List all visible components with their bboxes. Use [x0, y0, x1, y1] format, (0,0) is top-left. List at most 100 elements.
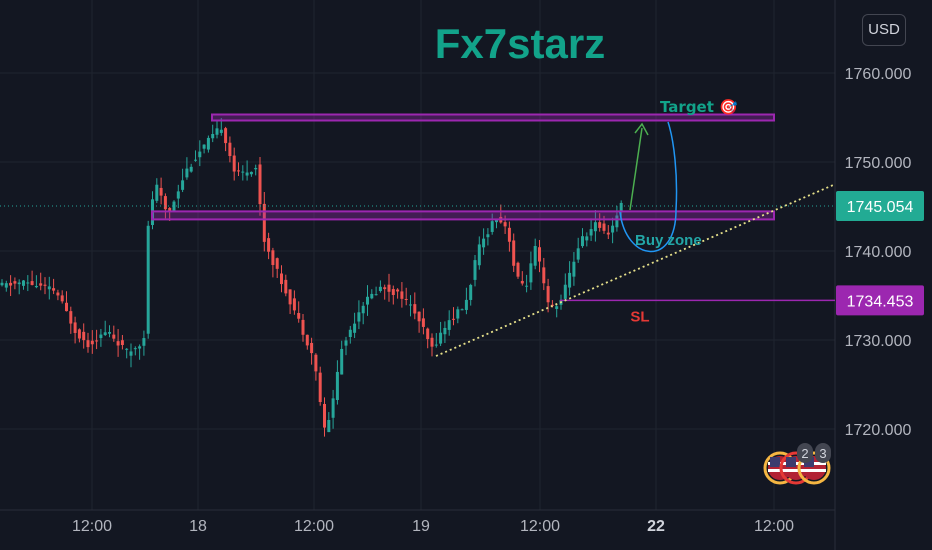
candle-body-31 — [133, 348, 137, 350]
candle-body-32 — [138, 346, 142, 349]
candle-12 — [52, 278, 56, 295]
candle-1 — [4, 280, 8, 292]
resistance-zone-top — [211, 113, 775, 122]
candle-body-11 — [47, 286, 51, 290]
candle-121 — [520, 271, 524, 286]
candle-body-56 — [241, 171, 245, 173]
stop-loss-price-label: 1734.453 — [847, 293, 914, 310]
candle-105 — [452, 307, 455, 326]
candle-body-78 — [335, 371, 339, 400]
candle-47 — [202, 144, 206, 154]
candle-97 — [417, 311, 421, 333]
candle-body-101 — [434, 344, 438, 346]
candle-119 — [512, 233, 516, 272]
candle-body-92 — [396, 289, 400, 292]
y-tick-label-2: 1740.000 — [845, 244, 912, 261]
candle-body-112 — [482, 238, 486, 248]
candle-103 — [443, 321, 447, 343]
candle-125 — [538, 239, 541, 273]
x-tick-label-3: 19 — [412, 518, 430, 535]
candle-body-102 — [439, 332, 443, 344]
candle-body-63 — [271, 250, 275, 266]
candle-53 — [228, 136, 232, 163]
svg-text:3: 3 — [819, 446, 826, 461]
candle-body-0 — [0, 282, 4, 286]
candle-14 — [60, 290, 64, 304]
currency-button[interactable]: USD — [862, 14, 906, 46]
candle-body-69 — [297, 313, 301, 319]
candle-body-12 — [52, 288, 56, 291]
candle-body-136 — [585, 236, 589, 241]
candle-body-138 — [593, 222, 597, 232]
candle-body-68 — [292, 298, 296, 311]
candle-body-42 — [181, 180, 185, 190]
candle-body-34 — [146, 225, 150, 334]
candle-body-90 — [387, 284, 391, 292]
candle-129 — [555, 303, 559, 318]
candle-body-53 — [228, 142, 232, 157]
candle-body-25 — [108, 332, 111, 334]
candle-69 — [297, 301, 301, 323]
candle-body-77 — [331, 398, 335, 418]
candle-5 — [22, 279, 25, 290]
candle-body-124 — [533, 246, 537, 266]
candle-108 — [464, 287, 468, 315]
candle-body-125 — [538, 247, 541, 262]
candle-98 — [421, 308, 425, 335]
candle-22 — [95, 329, 99, 350]
candle-body-65 — [280, 273, 283, 285]
x-tick-label-6: 12:00 — [754, 518, 794, 535]
candle-body-105 — [452, 318, 455, 320]
candle-131 — [563, 273, 567, 300]
candle-100 — [430, 333, 434, 357]
candle-109 — [469, 283, 473, 306]
chart-title: Fx7starz — [435, 20, 605, 67]
candle-111 — [477, 236, 481, 270]
candle-33 — [142, 330, 146, 356]
candle-body-137 — [589, 229, 593, 236]
candle-127 — [546, 278, 550, 313]
candle-126 — [542, 257, 546, 291]
ascending-trendline — [435, 183, 836, 357]
candle-122 — [525, 274, 529, 293]
candle-body-98 — [421, 318, 425, 327]
candle-body-70 — [301, 319, 305, 335]
candle-7 — [30, 270, 34, 286]
candle-body-83 — [357, 312, 361, 322]
candle-120 — [516, 261, 520, 279]
candle-55 — [237, 162, 240, 176]
candle-body-123 — [529, 263, 533, 283]
candle-135 — [581, 228, 584, 248]
candle-50 — [215, 121, 219, 139]
candle-body-114 — [490, 221, 494, 232]
x-tick-label-2: 12:00 — [294, 518, 334, 535]
candle-body-93 — [400, 291, 404, 299]
candle-body-76 — [327, 419, 331, 433]
candle-body-16 — [69, 311, 73, 324]
candle-body-84 — [361, 305, 365, 314]
candle-body-27 — [116, 341, 120, 346]
candle-73 — [314, 353, 318, 381]
candle-27 — [116, 329, 120, 357]
candle-93 — [400, 282, 404, 308]
candle-body-107 — [460, 309, 464, 311]
x-tick-label-0: 12:00 — [72, 518, 112, 535]
candle-74 — [318, 366, 322, 406]
candle-32 — [138, 344, 142, 360]
candle-body-28 — [120, 340, 124, 345]
candle-body-115 — [495, 219, 498, 223]
candle-138 — [593, 209, 597, 242]
event-badges[interactable]: 2 3 — [762, 440, 832, 492]
candle-52 — [224, 126, 228, 152]
candle-body-96 — [413, 304, 417, 314]
candle-134 — [576, 237, 580, 263]
candle-body-95 — [409, 304, 412, 306]
candle-body-14 — [60, 295, 64, 302]
candle-body-108 — [464, 299, 468, 310]
candle-70 — [301, 313, 305, 342]
candle-body-117 — [503, 222, 507, 227]
candle-body-81 — [348, 329, 352, 338]
buy-zone-arc — [619, 121, 678, 253]
